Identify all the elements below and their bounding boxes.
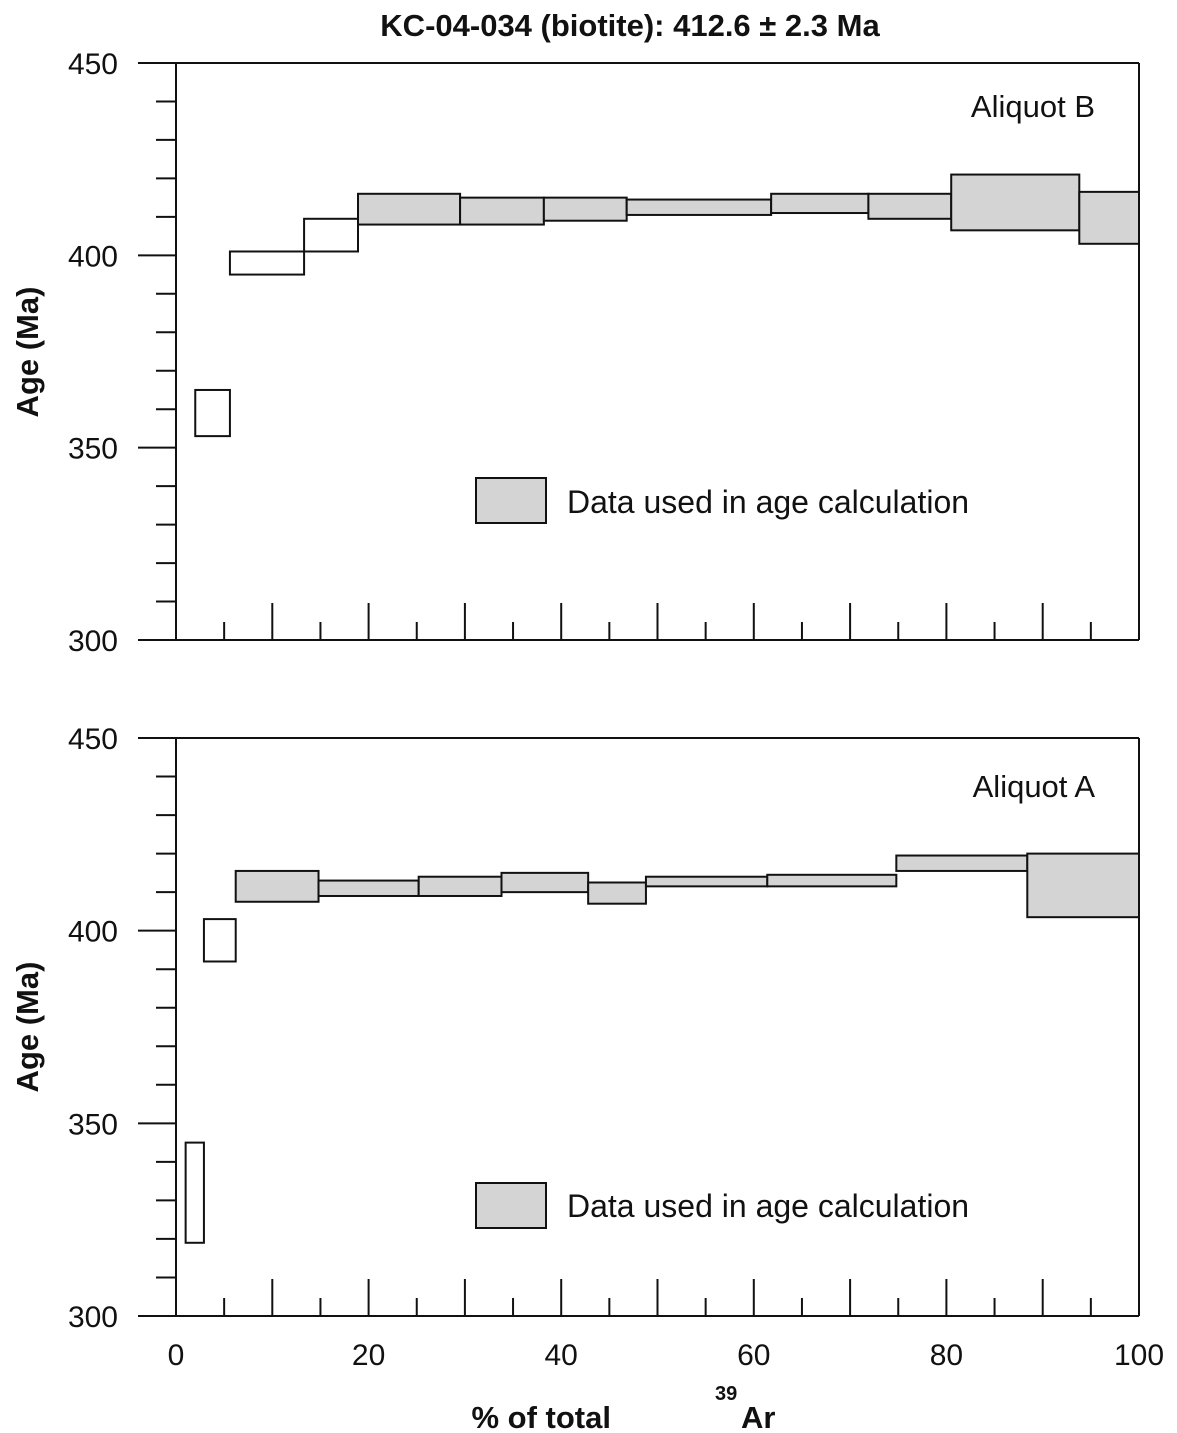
step-box-used xyxy=(625,198,773,216)
x-tick-label: 40 xyxy=(545,1339,578,1372)
step-box-used xyxy=(542,196,628,222)
y-axis-title: Age (Ma) xyxy=(10,287,45,418)
x-tick-label: 20 xyxy=(352,1339,385,1372)
step-box-excluded xyxy=(303,217,360,253)
step-box-used xyxy=(770,192,870,215)
y-tick-label: 300 xyxy=(68,1301,118,1334)
chart-title: KC-04-034 (biotite): 412.6 ± 2.3 Ma xyxy=(380,8,880,43)
step-box-used xyxy=(417,875,503,897)
y-axis-title: Age (Ma) xyxy=(10,962,45,1093)
step-box-used xyxy=(1078,190,1140,245)
legend-text: Data used in age calculation xyxy=(567,1188,969,1224)
step-box-used xyxy=(1026,852,1140,919)
step-box-used xyxy=(587,881,647,905)
step-box-excluded xyxy=(184,1141,205,1244)
step-box-used xyxy=(644,875,769,888)
panel-label: Aliquot A xyxy=(973,769,1096,804)
legend: Data used in age calculation xyxy=(475,1182,969,1229)
step-box-used xyxy=(867,192,953,220)
step-box-used xyxy=(500,871,590,894)
step-box-used xyxy=(766,873,898,888)
step-box-used xyxy=(357,192,462,226)
legend-text: Data used in age calculation xyxy=(567,484,969,520)
y-tick-label: 450 xyxy=(68,723,118,756)
y-tick-label: 400 xyxy=(68,240,118,273)
y-tick-label: 350 xyxy=(68,1108,118,1141)
y-tick-label: 400 xyxy=(68,916,118,949)
panel-label: Aliquot B xyxy=(971,89,1095,124)
svg-text:% of total: % of total xyxy=(472,1400,612,1433)
x-axis-title-superscript: 39 xyxy=(715,1383,737,1405)
x-tick-label: 80 xyxy=(930,1339,963,1372)
step-box-used xyxy=(234,869,320,903)
x-tick-label: 100 xyxy=(1114,1339,1164,1372)
step-box-excluded xyxy=(228,250,306,276)
step-box-excluded xyxy=(194,388,231,438)
step-box-used xyxy=(459,196,545,226)
legend-swatch xyxy=(475,1182,547,1229)
step-box-used xyxy=(950,173,1081,232)
step-box-excluded xyxy=(202,918,237,963)
step-box-used xyxy=(317,879,420,897)
y-tick-label: 300 xyxy=(68,625,118,658)
x-tick-label: 0 xyxy=(168,1339,185,1372)
y-tick-label: 450 xyxy=(68,48,118,81)
x-tick-label: 60 xyxy=(737,1339,770,1372)
y-tick-label: 350 xyxy=(68,433,118,466)
panel-aliquot-a: 300 350 400 450 Age (Ma) Aliquot A Data used i… xyxy=(10,723,1140,1334)
legend-swatch xyxy=(475,477,547,524)
legend: Data used in age calculation xyxy=(475,477,969,524)
x-tick-labels: 0 20 40 60 80 100 xyxy=(168,1339,1164,1372)
x-axis-title-species: Ar xyxy=(741,1400,775,1433)
x-axis-title-main: % of total xyxy=(472,1400,612,1433)
step-box-used xyxy=(895,854,1029,872)
x-axis-title: % of total 39 Ar xyxy=(472,1383,776,1433)
panel-aliquot-b: 300 350 400 450 Age (Ma) Aliquot B Data used i… xyxy=(10,48,1140,658)
